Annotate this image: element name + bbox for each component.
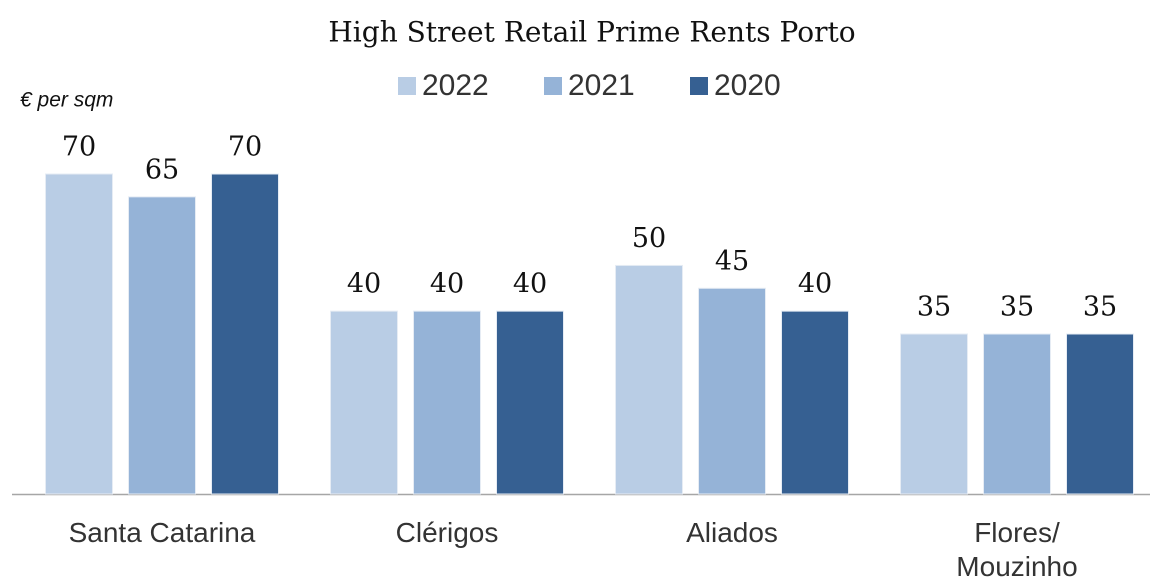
bar: [211, 173, 279, 495]
legend-label: 2021: [568, 69, 635, 102]
bar: [781, 310, 849, 495]
bar: [615, 264, 683, 495]
data-label: 40: [347, 269, 381, 300]
data-label: 35: [1083, 292, 1117, 323]
data-label: 70: [62, 132, 96, 163]
data-label: 50: [632, 223, 666, 254]
x-tick-label: Flores/ Mouzinho: [956, 517, 1078, 582]
bar: [496, 310, 564, 495]
data-label: 70: [228, 132, 262, 163]
data-label: 35: [917, 292, 951, 323]
x-tick-label: Aliados: [686, 517, 778, 548]
legend-swatch: [690, 77, 708, 95]
data-label: 40: [798, 269, 832, 300]
data-label: 40: [430, 269, 464, 300]
legend-label: 2020: [714, 69, 781, 102]
bar: [698, 287, 766, 495]
bar: [330, 310, 398, 495]
bar: [1066, 333, 1134, 495]
legend-swatch: [398, 77, 416, 95]
data-label: 40: [513, 269, 547, 300]
data-label: 35: [1000, 292, 1034, 323]
data-label: 65: [145, 154, 179, 185]
y-axis-label: € per sqm: [20, 89, 113, 112]
bar: [413, 310, 481, 495]
bar: [983, 333, 1051, 495]
x-tick-label: Clérigos: [395, 517, 499, 548]
legend-swatch: [544, 77, 562, 95]
x-tick-label: Santa Catarina: [68, 517, 256, 548]
chart-title: High Street Retail Prime Rents Porto: [328, 16, 855, 49]
bar: [900, 333, 968, 495]
bar: [45, 173, 113, 495]
bar: [128, 196, 196, 495]
legend-label: 2022: [422, 69, 489, 102]
data-label: 45: [715, 246, 749, 277]
